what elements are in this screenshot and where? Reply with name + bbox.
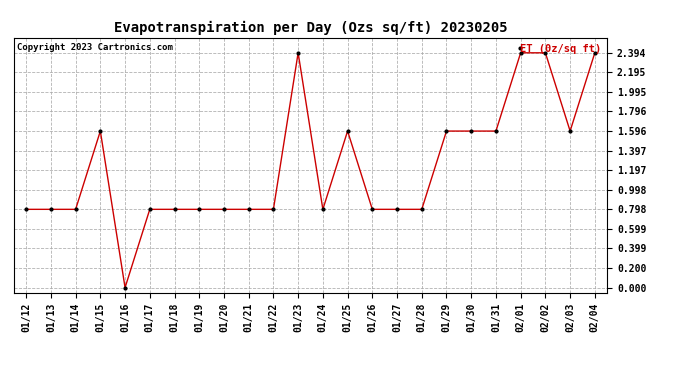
ET (0z/sq ft) (220, 207, 228, 212)
ET (0z/sq ft) (541, 51, 549, 55)
ET (0z/sq ft) (244, 207, 253, 212)
ET (0z/sq ft) (319, 207, 327, 212)
ET (0z/sq ft) (294, 51, 302, 55)
ET (0z/sq ft) (72, 207, 80, 212)
Text: Copyright 2023 Cartronics.com: Copyright 2023 Cartronics.com (17, 43, 172, 52)
ET (0z/sq ft) (170, 207, 179, 212)
ET (0z/sq ft) (22, 207, 30, 212)
ET (0z/sq ft) (566, 129, 574, 134)
ET (0z/sq ft) (96, 129, 104, 134)
ET (0z/sq ft) (146, 207, 154, 212)
ET (0z/sq ft) (442, 129, 451, 134)
ET (0z/sq ft) (517, 51, 525, 55)
ET (0z/sq ft) (195, 207, 204, 212)
ET (0z/sq ft) (393, 207, 401, 212)
Legend: ET (0z/sq ft): ET (0z/sq ft) (515, 40, 605, 58)
ET (0z/sq ft) (368, 207, 377, 212)
ET (0z/sq ft) (121, 285, 129, 290)
ET (0z/sq ft) (47, 207, 55, 212)
ET (0z/sq ft) (417, 207, 426, 212)
ET (0z/sq ft) (591, 51, 599, 55)
ET (0z/sq ft) (269, 207, 277, 212)
ET (0z/sq ft) (492, 129, 500, 134)
Title: Evapotranspiration per Day (Ozs sq/ft) 20230205: Evapotranspiration per Day (Ozs sq/ft) 2… (114, 21, 507, 35)
ET (0z/sq ft) (344, 129, 352, 134)
Line: ET (0z/sq ft): ET (0z/sq ft) (23, 50, 598, 290)
ET (0z/sq ft) (467, 129, 475, 134)
